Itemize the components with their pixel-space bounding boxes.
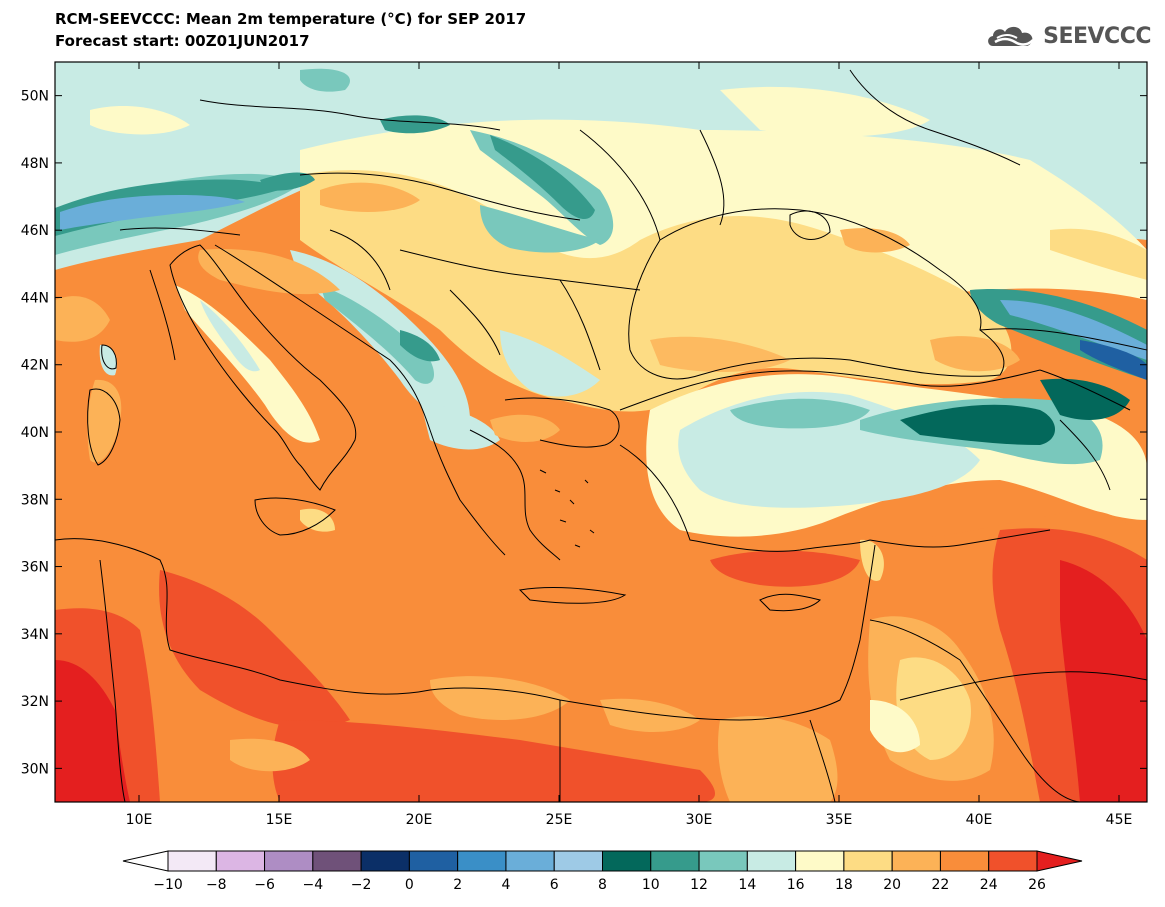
colorbar-label: 14 [738, 877, 756, 893]
colorbar: −10 −8 −6 −4 −2 0 2 4 6 8 10 12 14 16 18 20 22 24 26 [122, 850, 1083, 893]
lon-tick-label: 25E [546, 812, 573, 828]
lat-tick-label: 38N [21, 492, 49, 508]
colorbar-swatch [843, 850, 893, 872]
colorbar-label: 22 [932, 877, 950, 893]
lat-tick-label: 46N [21, 223, 49, 239]
colorbar-label: 10 [642, 877, 660, 893]
lat-tick-label: 30N [21, 761, 49, 777]
colorbar-swatch [264, 850, 314, 872]
colorbar-swatch [505, 850, 555, 872]
colorbar-swatch [408, 850, 459, 872]
lon-tick-label: 40E [966, 812, 993, 828]
colorbar-under-arrow [122, 850, 169, 872]
colorbar-over-arrow [1036, 850, 1083, 872]
lat-tick-label: 36N [21, 560, 49, 576]
colorbar-swatch [457, 850, 507, 872]
lat-tick-label: 42N [21, 358, 49, 374]
lon-tick-label: 45E [1106, 812, 1133, 828]
lon-tick-label: 30E [686, 812, 713, 828]
cloud-icon [988, 26, 1035, 46]
lat-tick-label: 44N [21, 290, 49, 306]
lat-tick-label: 50N [21, 89, 49, 105]
lon-tick-label: 35E [826, 812, 853, 828]
lon-tick-label: 10E [126, 812, 153, 828]
colorbar-swatch [360, 850, 410, 872]
colorbar-label: −8 [206, 877, 227, 893]
lon-tick-label: 15E [266, 812, 293, 828]
colorbar-label: −4 [303, 877, 324, 893]
lat-tick-label: 34N [21, 627, 49, 643]
colorbar-label: 26 [1028, 877, 1046, 893]
colorbar-label: 0 [405, 877, 414, 893]
colorbar-label: 2 [453, 877, 462, 893]
colorbar-swatch [988, 850, 1038, 872]
colorbar-label: 24 [980, 877, 998, 893]
seevccc-logo: SEEVCCC [985, 22, 1151, 50]
colorbar-swatch [553, 850, 604, 872]
colorbar-label: −10 [153, 877, 183, 893]
map-subtitle: Forecast start: 00Z01JUN2017 [55, 32, 310, 50]
colorbar-label: 12 [690, 877, 708, 893]
colorbar-label: −6 [254, 877, 275, 893]
colorbar-label: −2 [351, 877, 372, 893]
latitude-axis: 50N 48N 46N 44N 42N 40N 38N 36N 34N 32N 30N [21, 89, 1147, 777]
lat-tick-label: 48N [21, 156, 49, 172]
temperature-field [55, 62, 1147, 802]
colorbar-swatch [795, 850, 845, 872]
lon-tick-label: 20E [406, 812, 433, 828]
colorbar-swatch [650, 850, 700, 872]
colorbar-label: 18 [835, 877, 853, 893]
colorbar-label: 6 [550, 877, 559, 893]
colorbar-swatch [215, 850, 266, 872]
colorbar-swatch [167, 850, 217, 872]
colorbar-label: 4 [501, 877, 510, 893]
logo-text: SEEVCCC [1043, 23, 1151, 49]
lat-tick-label: 32N [21, 694, 49, 710]
lat-tick-label: 40N [21, 425, 49, 441]
colorbar-label: 20 [883, 877, 901, 893]
colorbar-label: 8 [598, 877, 607, 893]
colorbar-swatch [312, 850, 362, 872]
colorbar-label: 16 [787, 877, 805, 893]
colorbar-swatch [698, 850, 748, 872]
coastlines [55, 69, 1147, 802]
colorbar-swatch [939, 850, 990, 872]
colorbar-swatch [746, 850, 797, 872]
colorbar-swatch [891, 850, 941, 872]
colorbar-swatch [602, 850, 652, 872]
map-title: RCM-SEEVCCC: Mean 2m temperature (°C) fo… [55, 10, 527, 28]
longitude-axis: 10E 15E 20E 25E 30E 35E 40E 45E [126, 62, 1133, 828]
